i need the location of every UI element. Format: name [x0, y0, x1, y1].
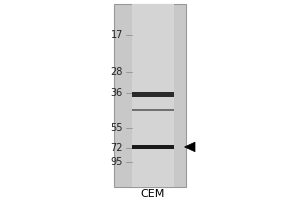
Text: 28: 28 [111, 67, 123, 77]
Text: CEM: CEM [141, 189, 165, 199]
Text: 55: 55 [110, 123, 123, 133]
Text: 36: 36 [111, 88, 123, 98]
Bar [132, 109, 174, 111]
Text: 72: 72 [110, 143, 123, 153]
Bar [132, 145, 174, 149]
Polygon shape [184, 142, 195, 152]
Bar [114, 4, 186, 187]
Text: 17: 17 [111, 30, 123, 40]
Bar [132, 4, 174, 187]
Bar [132, 92, 174, 97]
Text: 95: 95 [111, 157, 123, 167]
